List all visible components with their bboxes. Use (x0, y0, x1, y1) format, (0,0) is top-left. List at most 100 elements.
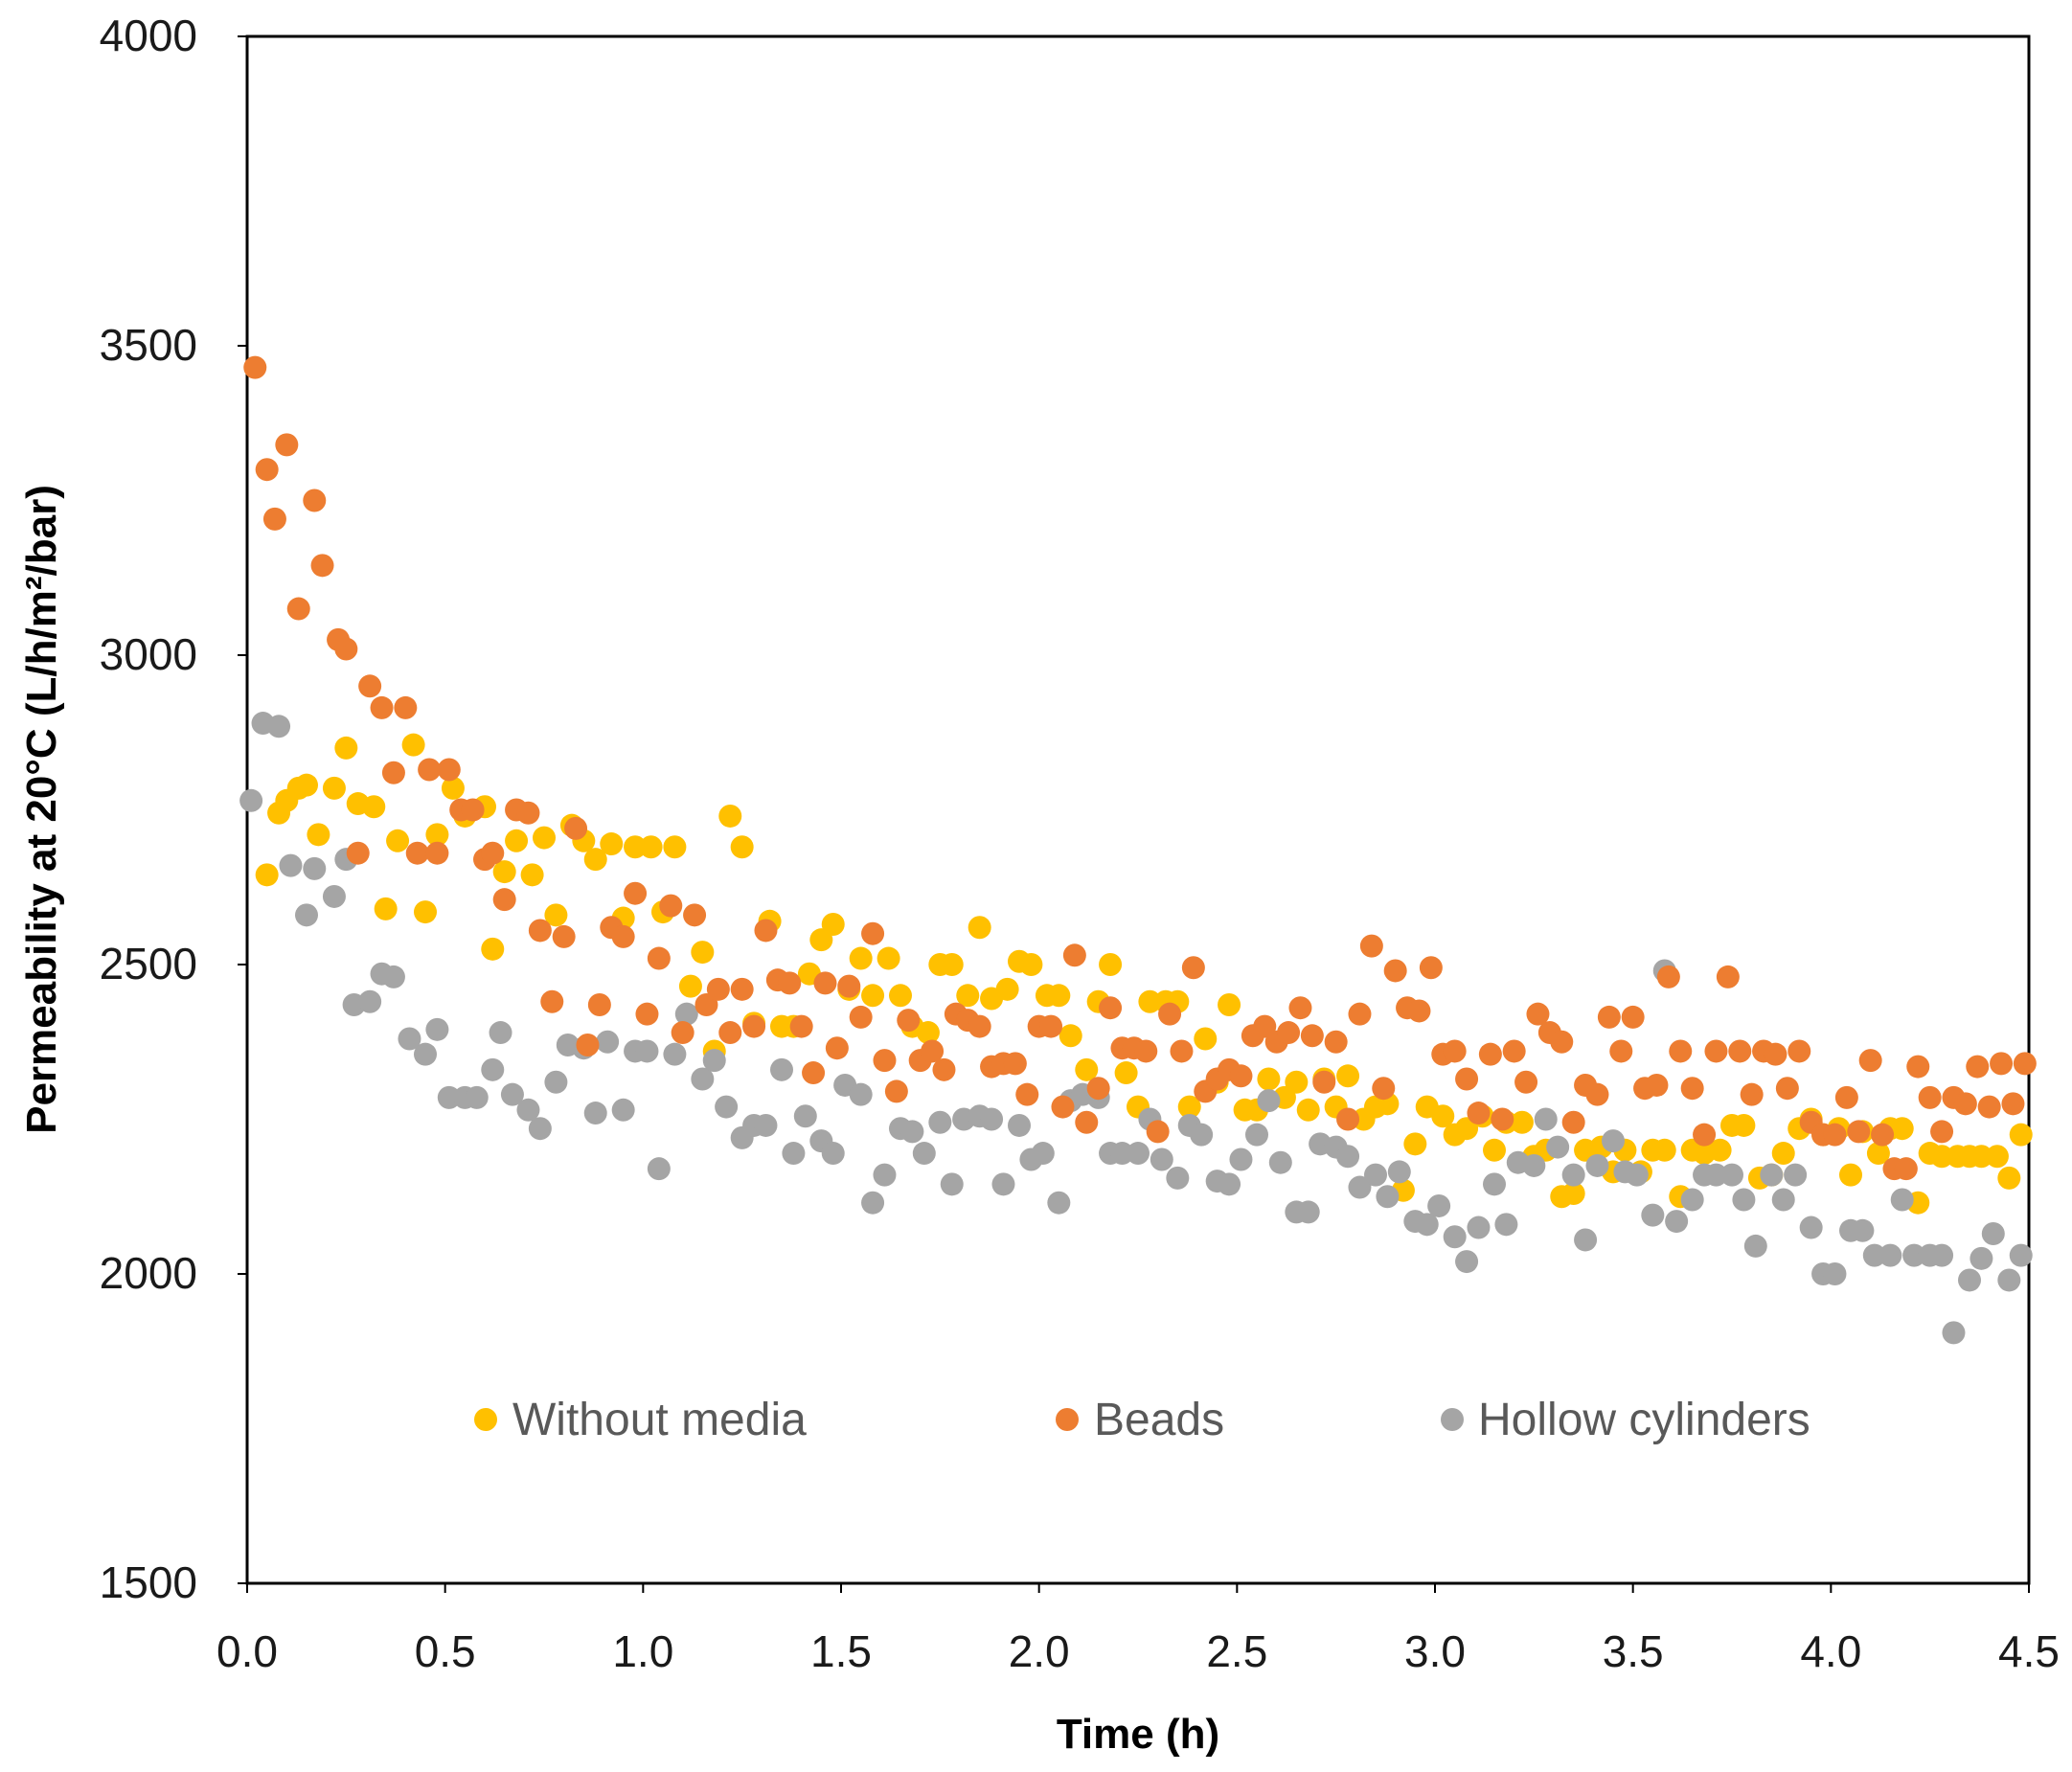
point-hollow-cylinders (295, 903, 318, 927)
point-beads (1930, 1120, 1954, 1144)
point-hollow-cylinders (900, 1120, 924, 1144)
point-beads (286, 597, 310, 621)
point-without-media (401, 733, 425, 757)
point-hollow-cylinders (267, 715, 291, 738)
point-hollow-cylinders (1467, 1215, 1491, 1239)
point-beads (1478, 1042, 1502, 1066)
point-hollow-cylinders (1534, 1107, 1558, 1131)
point-beads (346, 841, 370, 865)
point-beads (1764, 1042, 1787, 1066)
point-beads (1146, 1120, 1170, 1144)
point-beads (1834, 1085, 1858, 1109)
point-hollow-cylinders (1348, 1175, 1372, 1199)
point-without-media (600, 832, 624, 856)
point-beads (647, 946, 671, 970)
point-without-media (1138, 989, 1162, 1013)
legend-label-without-media: Without media (512, 1395, 807, 1445)
point-without-media (1708, 1138, 1732, 1162)
point-beads (1158, 1002, 1182, 1026)
y-tick-label: 2000 (100, 1248, 197, 1298)
point-beads (932, 1057, 956, 1081)
point-beads (1312, 1070, 1336, 1094)
point-hollow-cylinders (940, 1172, 964, 1196)
point-hollow-cylinders (1574, 1228, 1598, 1252)
point-beads (552, 924, 576, 948)
plot-area (245, 34, 2031, 1585)
point-beads (1871, 1123, 1895, 1147)
point-beads (1858, 1049, 1882, 1073)
point-hollow-cylinders (647, 1157, 671, 1181)
point-beads (837, 974, 861, 998)
legend-marker-without-media (474, 1408, 497, 1431)
point-beads (1990, 1052, 2014, 1076)
legend-marker-beads (1056, 1408, 1079, 1431)
point-without-media (2009, 1123, 2033, 1147)
point-beads (1181, 956, 1205, 980)
point-beads (825, 1036, 849, 1060)
point-hollow-cylinders (873, 1163, 897, 1187)
point-hollow-cylinders (1047, 1191, 1071, 1215)
point-beads (1906, 1055, 1930, 1079)
point-beads (1455, 1067, 1479, 1091)
point-beads (968, 1014, 991, 1038)
point-without-media (386, 829, 410, 852)
point-without-media (1336, 1064, 1360, 1088)
point-hollow-cylinders (1958, 1268, 1981, 1292)
point-hollow-cylinders (489, 1021, 512, 1045)
point-without-media (1285, 1070, 1309, 1094)
point-hollow-cylinders (770, 1057, 793, 1081)
point-hollow-cylinders (1218, 1172, 1241, 1196)
point-hollow-cylinders (2009, 1243, 2033, 1267)
point-beads (1288, 996, 1312, 1020)
x-axis-title: Time (h) (1057, 1711, 1219, 1758)
y-axis-ticks: 1500 2000 2500 3000 3500 4000 (100, 11, 247, 1607)
point-beads (1977, 1095, 2001, 1119)
point-hollow-cylinders (1799, 1215, 1823, 1239)
point-beads (659, 894, 683, 918)
point-without-media (334, 736, 358, 760)
point-hollow-cylinders (1720, 1163, 1743, 1187)
point-hollow-cylinders (928, 1110, 952, 1134)
point-beads (1229, 1064, 1253, 1088)
point-beads (1336, 1107, 1360, 1131)
point-hollow-cylinders (849, 1082, 873, 1106)
point-hollow-cylinders (1890, 1188, 1914, 1212)
point-without-media (1431, 1104, 1455, 1128)
point-beads (1348, 1002, 1372, 1026)
x-tick-label: 1.0 (612, 1626, 673, 1676)
point-beads (1550, 1030, 1574, 1054)
point-without-media (889, 984, 912, 1008)
point-beads (576, 1033, 600, 1056)
point-without-media (505, 829, 529, 852)
y-tick-label: 4000 (100, 11, 197, 60)
point-beads (1383, 959, 1407, 983)
point-beads (1669, 1039, 1693, 1063)
point-hollow-cylinders (500, 1082, 524, 1106)
point-without-media (1732, 1113, 1756, 1137)
point-without-media (583, 848, 607, 872)
x-tick-label: 2.0 (1009, 1626, 1070, 1676)
point-without-media (691, 941, 715, 965)
point-beads (1277, 1021, 1301, 1045)
point-without-media (374, 897, 398, 920)
point-without-media (968, 916, 991, 940)
point-without-media (940, 953, 964, 976)
point-hollow-cylinders (1997, 1268, 2021, 1292)
point-hollow-cylinders (702, 1049, 726, 1073)
point-beads (1680, 1077, 1704, 1101)
point-without-media (1866, 1142, 1890, 1166)
point-hollow-cylinders (635, 1039, 659, 1063)
point-hollow-cylinders (1784, 1163, 1808, 1187)
point-hollow-cylinders (322, 884, 346, 908)
point-without-media (1296, 1098, 1320, 1122)
point-beads (437, 758, 461, 782)
point-beads (802, 1061, 826, 1085)
point-beads (873, 1049, 897, 1073)
point-beads (861, 921, 885, 945)
x-tick-label: 2.5 (1206, 1626, 1267, 1676)
point-beads (1585, 1082, 1609, 1106)
point-hollow-cylinders (674, 1002, 698, 1026)
point-beads (1728, 1039, 1752, 1063)
point-beads (1407, 999, 1431, 1023)
